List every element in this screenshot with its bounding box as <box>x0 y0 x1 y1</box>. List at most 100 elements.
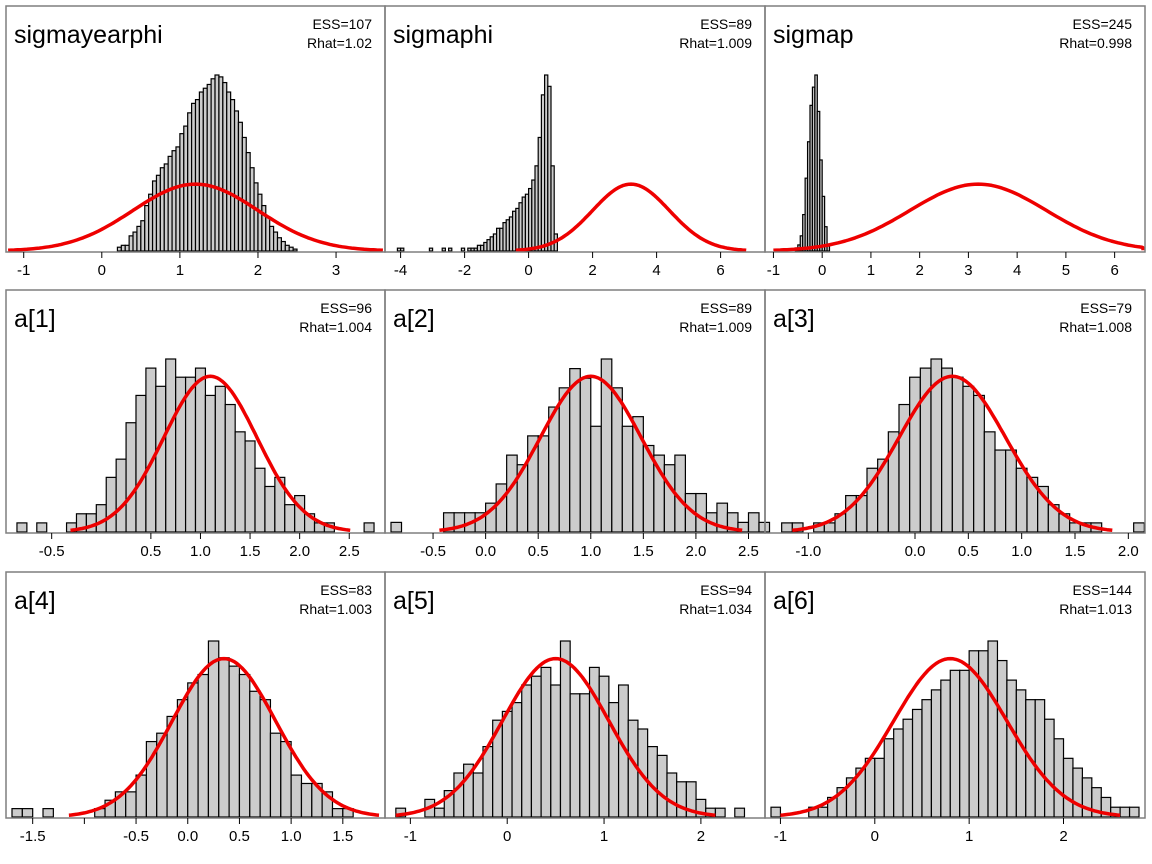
histogram-bar <box>115 458 127 533</box>
x-tick-label: 2.0 <box>289 543 310 560</box>
rhat-label: Rhat=1.02 <box>307 35 372 51</box>
histogram-bar <box>187 682 199 818</box>
histogram-bar <box>548 406 560 533</box>
histogram-bar <box>558 387 571 533</box>
x-tick-label: -0.5 <box>123 828 149 845</box>
histogram-bar <box>269 732 282 818</box>
histogram-bar <box>983 431 996 533</box>
x-tick-label: 0.5 <box>528 543 549 560</box>
x-tick-label: -1 <box>774 828 787 845</box>
histogram-bar <box>495 483 508 533</box>
histogram-bar <box>770 806 782 818</box>
x-tick-label: -1 <box>767 262 780 279</box>
histogram-bar <box>821 195 826 252</box>
x-tick-label: 0.0 <box>905 543 926 560</box>
histogram-bar <box>1006 679 1017 818</box>
histogram-bar <box>176 699 189 818</box>
histogram-bar <box>921 699 933 818</box>
rhat-label: Rhat=0.998 <box>1059 35 1132 51</box>
rhat-label: Rhat=1.009 <box>679 319 752 335</box>
x-tick-label: -1.5 <box>20 828 46 845</box>
histogram-bar <box>321 791 334 818</box>
histogram-bar <box>16 522 28 533</box>
histogram-bar <box>390 521 403 533</box>
histogram-bar <box>521 684 533 818</box>
panel-title: a[1] <box>14 305 56 333</box>
histogram-bar <box>911 708 923 818</box>
ess-label: ESS=96 <box>320 300 372 316</box>
ess-label: ESS=245 <box>1072 16 1132 32</box>
histogram-bar <box>883 738 895 818</box>
panel-2: sigmaphi ESS=89 Rhat=1.009 -4 -2 0 2 4 6 <box>384 5 766 279</box>
x-tick-label: 3 <box>964 262 972 279</box>
histogram-bar <box>254 467 266 533</box>
x-tick-label: 2 <box>697 828 705 845</box>
histogram-bar <box>249 690 261 818</box>
histogram-bar <box>977 650 989 818</box>
histogram-bar <box>85 513 97 533</box>
x-tick-label: -2 <box>458 262 471 279</box>
histogram-bar <box>676 781 687 818</box>
panel-title: sigmaphi <box>393 21 493 49</box>
prior-density-curve <box>68 656 380 817</box>
x-tick-label: 1 <box>867 262 875 279</box>
histogram-bar <box>280 740 292 818</box>
histogram-bar <box>540 666 552 818</box>
histogram-bar <box>36 522 48 533</box>
x-tick-label: 2.0 <box>1118 543 1139 560</box>
ess-label: ESS=83 <box>320 582 372 598</box>
panel-6: a[3] ESS=79 Rhat=1.008 -1.0 0.0 0.5 1.0 1.5 2.0 <box>764 289 1146 560</box>
histogram-bar <box>155 385 167 533</box>
x-tick-label: -1.0 <box>795 543 821 560</box>
ess-label: ESS=107 <box>312 16 372 32</box>
x-tick-label: 0 <box>818 262 826 279</box>
prior-density-curve <box>780 656 1121 817</box>
histogram-bar <box>666 772 678 818</box>
histogram-bar <box>598 675 610 818</box>
x-tick-label: -0.5 <box>39 543 65 560</box>
histogram-bar <box>930 689 942 818</box>
histogram-bar <box>165 358 177 533</box>
x-tick-label: 1.0 <box>580 543 601 560</box>
x-tick-label: 2 <box>588 262 596 279</box>
x-tick-label: 4 <box>1013 262 1021 279</box>
histogram-bar <box>511 701 523 818</box>
x-tick-label: 1.0 <box>190 543 211 560</box>
x-tick-label: -1 <box>404 828 417 845</box>
histogram-bar <box>400 247 405 252</box>
histogram-bar <box>228 665 241 818</box>
panel-title: sigmayearphi <box>14 21 163 49</box>
x-tick-label: 6 <box>1110 262 1118 279</box>
x-tick-label: 0.5 <box>140 543 161 560</box>
histogram-bar <box>734 807 746 818</box>
histogram-bar <box>204 394 216 533</box>
x-tick-label: 1.5 <box>332 828 353 845</box>
histogram-bar <box>214 385 226 533</box>
histogram-bar <box>1062 757 1074 818</box>
histogram-bar <box>695 492 708 533</box>
panel-7: a[4] ESS=83 Rhat=1.003 -1.5 -0.5 0.0 0.5 1.0 1.5 <box>5 571 386 845</box>
rhat-label: Rhat=1.013 <box>1059 601 1132 617</box>
histogram-bar <box>569 368 581 533</box>
x-tick-label: 5 <box>1062 262 1070 279</box>
prior-density-curve <box>773 182 1145 253</box>
histogram-bar <box>714 807 726 818</box>
histogram-bar <box>290 774 303 818</box>
panel-frame <box>764 5 1146 253</box>
histogram-bar <box>234 431 246 533</box>
histogram-bar <box>441 247 447 252</box>
histogram-bar <box>747 512 760 533</box>
histogram-bar <box>1005 449 1017 533</box>
histogram-bar <box>224 403 236 533</box>
x-tick-label: -1 <box>17 262 30 279</box>
histogram-bar <box>951 376 964 533</box>
x-tick-label: 0.5 <box>229 828 250 845</box>
rhat-label: Rhat=1.008 <box>1059 319 1132 335</box>
ess-label: ESS=89 <box>700 300 752 316</box>
panel-title: a[4] <box>14 587 56 615</box>
panel-5: a[2] ESS=89 Rhat=1.009 -0.5 0.0 0.5 1.0 1.5 2.0 2… <box>384 289 771 560</box>
histogram-bar <box>125 422 137 533</box>
histogram-bar <box>962 385 975 533</box>
panel-8: a[5] ESS=94 Rhat=1.034 -1 0 1 2 <box>384 571 766 845</box>
rhat-label: Rhat=1.003 <box>299 601 372 617</box>
